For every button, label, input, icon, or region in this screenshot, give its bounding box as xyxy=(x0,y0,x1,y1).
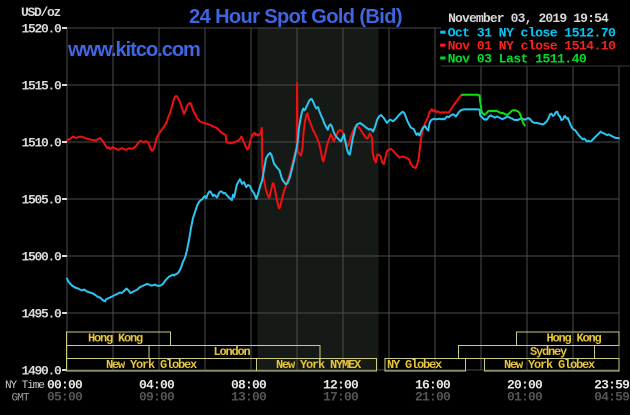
svg-text:1500.0: 1500.0 xyxy=(21,250,62,265)
svg-text:12:00: 12:00 xyxy=(323,378,359,393)
svg-text:1505.0: 1505.0 xyxy=(21,193,62,208)
svg-text:1490.0: 1490.0 xyxy=(21,364,62,379)
svg-text:21:00: 21:00 xyxy=(415,390,451,405)
svg-text:USD/oz: USD/oz xyxy=(21,5,61,20)
svg-text:1510.0: 1510.0 xyxy=(21,136,62,151)
svg-text:23:59: 23:59 xyxy=(594,378,630,393)
svg-text:05:00: 05:00 xyxy=(47,390,83,405)
svg-text:New York NYMEX: New York NYMEX xyxy=(276,358,362,372)
svg-text:NY Time: NY Time xyxy=(5,380,44,392)
svg-text:08:00: 08:00 xyxy=(231,378,267,393)
svg-text:New York Globex: New York Globex xyxy=(504,358,595,372)
svg-text:Oct 31 NY close 1512.70: Oct 31 NY close 1512.70 xyxy=(448,26,616,41)
svg-text:Hong Kong: Hong Kong xyxy=(546,332,601,346)
svg-text:London: London xyxy=(213,345,250,359)
svg-text:04:00: 04:00 xyxy=(139,378,175,393)
svg-text:13:00: 13:00 xyxy=(231,390,267,405)
svg-text:November 03, 2019 19:54: November 03, 2019 19:54 xyxy=(448,11,609,26)
svg-text:00:00: 00:00 xyxy=(47,378,83,393)
svg-text:1515.0: 1515.0 xyxy=(21,79,62,94)
svg-text:20:00: 20:00 xyxy=(507,378,543,393)
svg-text:24 Hour Spot Gold (Bid): 24 Hour Spot Gold (Bid) xyxy=(189,6,402,28)
svg-text:Nov 03 Last 1511.40: Nov 03 Last 1511.40 xyxy=(448,51,587,66)
svg-text:New York Globex: New York Globex xyxy=(106,358,197,372)
svg-text:1520.0: 1520.0 xyxy=(21,22,62,37)
svg-text:16:00: 16:00 xyxy=(415,378,451,393)
svg-text:NY Globex: NY Globex xyxy=(387,358,442,372)
svg-text:GMT: GMT xyxy=(12,393,31,405)
svg-text:01:00: 01:00 xyxy=(507,390,543,405)
svg-text:Nov 01 NY close 1514.10: Nov 01 NY close 1514.10 xyxy=(448,39,616,54)
svg-text:04:59: 04:59 xyxy=(594,390,630,405)
svg-text:17:00: 17:00 xyxy=(323,390,359,405)
svg-text:1495.0: 1495.0 xyxy=(21,307,62,322)
svg-text:Hong Kong: Hong Kong xyxy=(88,332,143,346)
svg-text:09:00: 09:00 xyxy=(139,390,175,405)
svg-text:www.kitco.com: www.kitco.com xyxy=(67,39,200,61)
svg-text:Sydney: Sydney xyxy=(530,345,567,359)
